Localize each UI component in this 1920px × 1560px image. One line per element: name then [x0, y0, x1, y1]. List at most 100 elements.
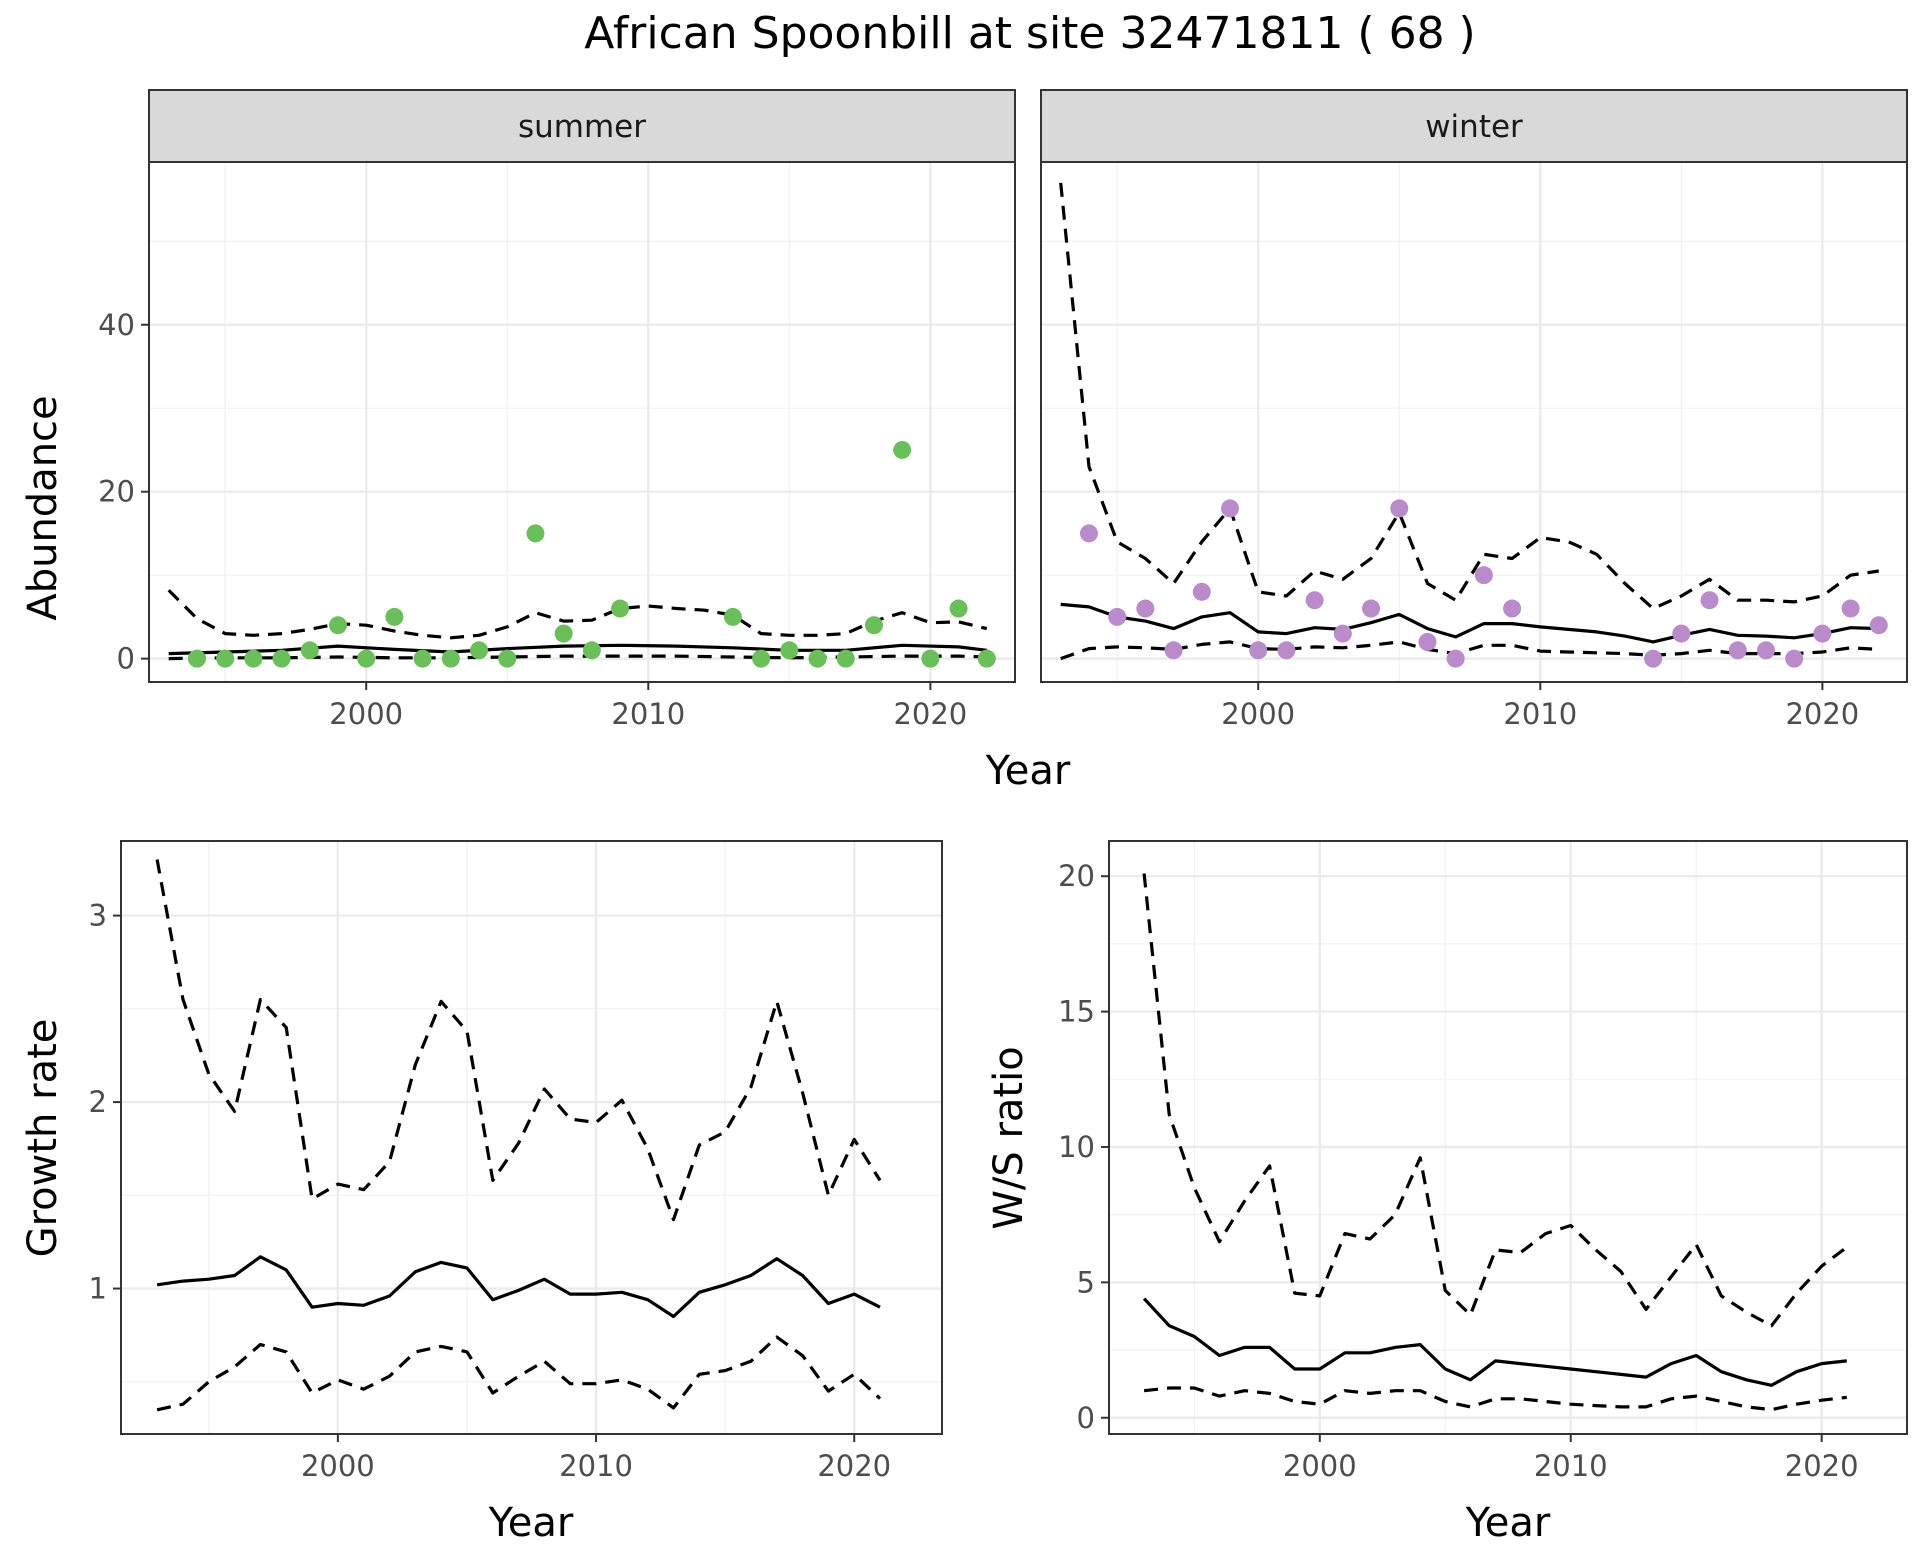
data-point [244, 649, 263, 668]
y-tick-label: 3 [89, 899, 107, 933]
data-point [1446, 649, 1465, 668]
data-point [272, 649, 291, 668]
x-tick-label: 2010 [1503, 697, 1577, 731]
upper-bound-line [155, 859, 882, 1222]
strip-winter [1040, 89, 1908, 163]
growth-y-axis-title: Growth rate [20, 1019, 66, 1258]
x-tick-label: 2000 [1283, 1449, 1357, 1483]
data-point [1362, 599, 1381, 618]
ws-y-axis-title: W/S ratio [986, 1046, 1032, 1229]
data-point [328, 616, 347, 635]
data-point [1305, 591, 1324, 610]
x-tick-label: 2020 [893, 697, 967, 731]
data-point [1672, 624, 1691, 643]
data-point [526, 524, 545, 543]
data-point [413, 649, 432, 668]
y-tick-label: 0 [117, 642, 135, 676]
panel-border [1040, 161, 1908, 683]
x-tick-label: 2000 [1221, 697, 1295, 731]
data-point [554, 624, 573, 643]
data-point [1220, 499, 1239, 518]
y-tick-label: 0 [1077, 1401, 1095, 1435]
data-point [893, 440, 912, 459]
lower-bound-line [156, 1335, 882, 1412]
x-tick-label: 2000 [301, 1449, 375, 1483]
strip-summer-label: summer [518, 109, 646, 145]
data-point [1390, 499, 1409, 518]
x-tick-label: 2010 [559, 1449, 633, 1483]
data-point [921, 649, 940, 668]
data-point [498, 649, 517, 668]
ws-x-axis-title: Year [1465, 1500, 1551, 1546]
estimate-line [1060, 602, 1879, 644]
data-point [808, 649, 827, 668]
data-point [187, 649, 206, 668]
data-point [611, 599, 630, 618]
abundance-y-axis-title: Abundance [20, 395, 66, 620]
strip-winter-label: winter [1425, 109, 1523, 145]
data-point [1333, 624, 1352, 643]
data-point [1503, 599, 1522, 618]
data-point [357, 649, 376, 668]
x-tick-label: 2020 [817, 1449, 891, 1483]
data-point [949, 599, 968, 618]
data-point [1136, 599, 1155, 618]
data-point [1164, 641, 1183, 660]
data-point [1728, 641, 1747, 660]
lower-bound-line [1143, 1386, 1847, 1412]
upper-bound-line [1142, 873, 1848, 1328]
data-point [864, 616, 883, 635]
abundance-winter-panel: 2000 2010 2020 [1040, 161, 1908, 731]
data-point [1277, 641, 1296, 660]
data-point [1108, 607, 1127, 626]
strip-summer [148, 89, 1016, 163]
abundance-x-axis-title: Year [985, 748, 1071, 794]
data-point [1869, 616, 1888, 635]
data-point [470, 641, 489, 660]
data-point [300, 641, 319, 660]
data-point [582, 641, 601, 660]
data-point [977, 649, 996, 668]
data-point [385, 607, 404, 626]
x-tick-label: 2000 [329, 697, 403, 731]
data-point [723, 607, 742, 626]
panel-border [120, 840, 943, 1435]
ws-ratio-panel: 2000 2010 2020 0 5 10 15 20 [1058, 840, 1908, 1483]
data-point [1813, 624, 1832, 643]
estimate-line [156, 1255, 881, 1319]
panel-border [148, 161, 1016, 683]
growth-rate-panel: 2000 2010 2020 1 2 3 [89, 840, 943, 1483]
data-point [1249, 641, 1268, 660]
y-tick-label: 20 [98, 475, 135, 509]
y-tick-label: 40 [98, 308, 135, 342]
data-point [1079, 524, 1098, 543]
panel-border [1108, 840, 1908, 1435]
estimate-line [1142, 1297, 1847, 1387]
data-point [752, 649, 771, 668]
y-tick-label: 1 [89, 1272, 107, 1306]
data-point [836, 649, 855, 668]
y-tick-label: 2 [89, 1085, 107, 1119]
data-point [1192, 582, 1211, 601]
figure-title: African Spoonbill at site 32471811 ( 68 … [584, 8, 1475, 59]
y-tick-label: 5 [1077, 1265, 1095, 1299]
x-tick-label: 2010 [611, 697, 685, 731]
data-point [1785, 649, 1804, 668]
data-point [1474, 566, 1493, 585]
lower-bound-line [1060, 640, 1879, 661]
x-tick-label: 2020 [1785, 697, 1859, 731]
y-tick-label: 10 [1058, 1130, 1095, 1164]
data-point [1841, 599, 1860, 618]
x-tick-label: 2020 [1785, 1449, 1859, 1483]
data-point [1644, 649, 1663, 668]
data-point [441, 649, 460, 668]
data-point [780, 641, 799, 660]
data-point [1418, 632, 1437, 651]
upper-bound-line [1059, 182, 1880, 611]
abundance-summer-panel: 2000 2010 2020 0 20 40 [98, 161, 1016, 731]
upper-bound-line [167, 589, 988, 640]
data-point [216, 649, 235, 668]
data-point [1756, 641, 1775, 660]
data-point [1700, 591, 1719, 610]
